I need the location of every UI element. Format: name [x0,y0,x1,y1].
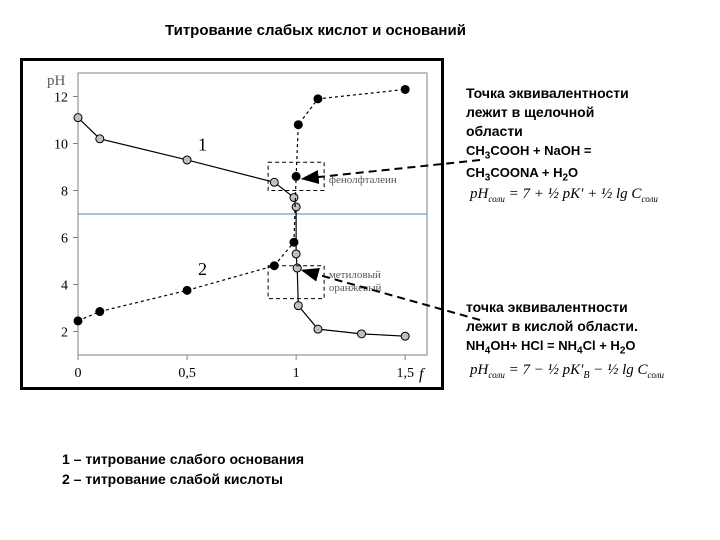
annot-bot-l2: лежит в кислой области. [466,318,638,334]
svg-text:f: f [419,366,426,383]
svg-text:6: 6 [61,232,68,247]
svg-text:1: 1 [198,135,207,155]
annot-bot-eq: NH4OH+ HCl = NH4Cl + H2O [466,338,636,353]
annotation-basic-region: Точка эквивалентности лежит в щелочной о… [466,84,706,185]
legend-line1: 1 – титрование слабого основания [62,451,304,467]
svg-text:0: 0 [75,366,82,381]
svg-text:0,5: 0,5 [178,366,196,381]
svg-text:2: 2 [61,326,68,341]
annot-top-l1: Точка эквивалентности [466,85,629,101]
titration-chart: pHf2468101200,511,5фенолфталеинметиловый… [20,58,444,390]
svg-text:10: 10 [54,138,68,153]
svg-text:2: 2 [198,259,207,279]
svg-text:12: 12 [54,91,68,106]
chart-svg: pHf2468101200,511,5фенолфталеинметиловый… [23,61,441,387]
annot-top-l2: лежит в щелочной [466,104,594,120]
svg-text:pH: pH [47,73,66,89]
legend-line2: 2 – титрование слабой кислоты [62,471,283,487]
svg-text:метиловый: метиловый [329,269,381,281]
page-title: Титрование слабых кислот и оснований [165,22,466,39]
svg-text:фенолфталеин: фенолфталеин [329,174,397,186]
svg-text:4: 4 [61,279,68,294]
svg-text:1,5: 1,5 [396,366,414,381]
formula-acid: pHсоли = 7 − ½ pK′B − ½ lg Cсоли [470,360,720,383]
annot-bot-l1: точка эквивалентности [466,299,628,315]
annot-top-eq: CH3COOH + NaOH =CH3COONA + H2O [466,143,591,180]
formula-basic: pHсоли = 7 + ½ pK′ + ½ lg Cсоли [470,184,720,205]
annotation-acid-region: точка эквивалентности лежит в кислой обл… [466,298,716,358]
svg-text:оранжевый: оранжевый [329,282,382,294]
svg-text:8: 8 [61,185,68,200]
annot-top-l3: области [466,123,523,139]
svg-text:1: 1 [293,366,300,381]
legend: 1 – титрование слабого основания 2 – тит… [62,450,304,489]
